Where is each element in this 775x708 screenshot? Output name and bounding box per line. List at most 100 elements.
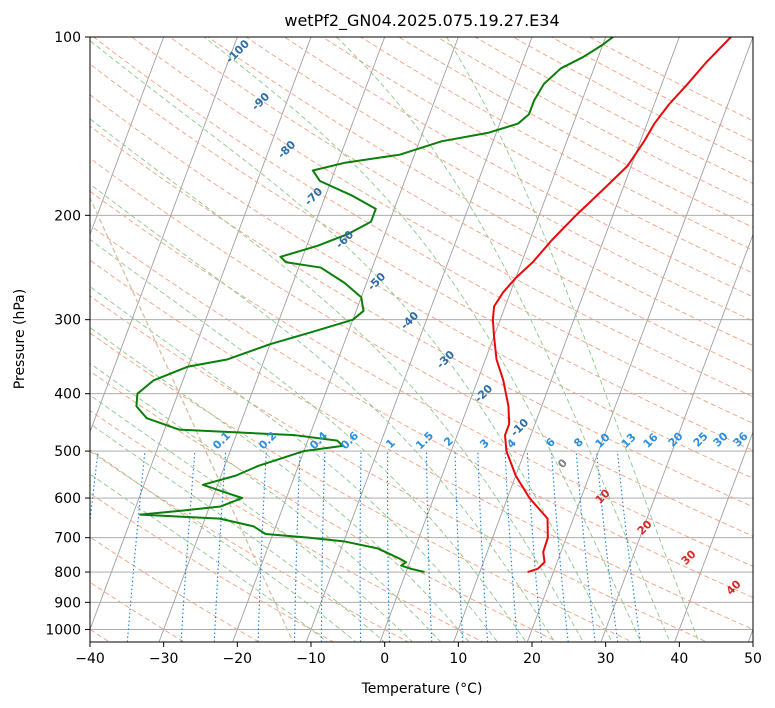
mixing-ratio-line-1.5 [294,451,301,642]
moist-adiabat-30 [90,40,613,642]
dry-adiabat-140 [169,37,753,372]
y-axis-label: Pressure (hPa) [12,289,28,389]
isotherm-10 [453,37,680,642]
dry-adiabat-0 [90,450,410,642]
dry-adiabat--10 [90,492,335,642]
dry-adiabat-110 [90,63,753,451]
isotherm-40 [674,430,753,642]
x-tick-label-50: 50 [744,651,762,667]
x-tick-label--40: −40 [75,651,105,667]
dry-adiabat-label--100: -100 [223,37,252,66]
moist-adiabat-label-10: 10 [593,486,613,506]
dry-adiabat-10 [90,410,484,642]
mixing-ratio-line-1 [257,451,267,642]
x-tick-label--30: −30 [149,651,179,667]
moist-adiabat-6 [90,362,442,642]
y-tick-label-600: 600 [54,491,81,507]
mixing-ratio-label-6: 6 [543,435,558,450]
mixing-ratio-line-25 [575,451,596,642]
moist-adiabat-42 [446,37,700,642]
x-axis-label: Temperature (°C) [361,681,483,697]
dry-adiabat-130 [131,37,753,398]
y-tick-label-900: 900 [54,595,81,611]
moist-adiabat-34 [203,37,642,642]
dry-adiabat-label--40: -40 [398,309,421,332]
mixing-ratio-line-2 [320,451,326,642]
y-axis: 1000 900 800 700 600 500 400 300 200 100 [45,30,90,638]
dry-adiabat-200 [398,37,753,228]
x-tick-label-20: 20 [523,651,541,667]
isotherm-30 [600,233,753,642]
dry-adiabat-label--10: -10 [508,416,531,439]
dry-adiabat-90 [90,125,753,508]
isotherm--20 [232,37,459,642]
mixing-ratio-label-0.6: 0.6 [338,429,361,452]
isotherm--60 [90,37,165,236]
mixing-ratio-label-1.5: 1.5 [413,429,436,452]
moist-adiabat--6 [90,449,357,642]
moist-adiabat-label-30: 30 [679,547,699,567]
mixing-ratio-line-3 [359,451,362,642]
dry-adiabat-160 [245,37,753,322]
moist-adiabat-18 [90,238,527,642]
mixing-ratio-label-13: 13 [619,431,639,451]
mixing-ratio-line-0.6 [213,451,227,642]
mixing-ratio-label-25: 25 [691,430,711,450]
dry-adiabat-40 [90,295,709,642]
isotherm--10 [305,37,533,642]
moist-adiabat-26 [90,118,584,642]
moist-adiabat-38 [336,37,671,642]
y-tick-label-700: 700 [54,531,81,547]
moist-adiabat-label-40: 40 [724,577,744,597]
isotherm--30 [158,37,386,642]
mixing-ratio-label-20: 20 [666,429,686,449]
dry-adiabat-60 [90,224,753,598]
x-tick-label-0: 0 [380,651,389,667]
y-tick-label-100: 100 [54,30,81,46]
mixing-ratio-label-1: 1 [383,436,398,451]
moist-adiabat-22 [90,183,556,642]
dry-adiabat--20 [90,536,260,642]
dry-adiabat-150 [207,37,753,347]
x-tick-label-30: 30 [597,651,615,667]
isotherm-50 [747,628,753,642]
y-tick-label-200: 200 [54,208,81,224]
mixing-ratio-line-10 [477,451,489,642]
dry-adiabat-250 [588,37,753,122]
dry-adiabat-210 [436,37,753,206]
mixing-ratio-line-0.4 [180,451,196,642]
dry-adiabat-label--30: -30 [434,348,457,371]
x-tick-label--10: −10 [296,651,326,667]
x-axis: −40 −30 −20 −10 0 10 20 30 40 50 [75,642,762,667]
isotherm--50 [90,37,238,434]
y-tick-label-500: 500 [54,444,81,460]
moist-adiabat--2 [90,423,385,642]
dry-adiabat-70 [90,190,753,567]
isotherm--40 [90,37,312,631]
mixing-ratio-label-16: 16 [641,430,661,450]
dry-adiabat--30 [90,581,186,642]
mixing-ratio-line-8 [454,451,464,642]
dewpoint-line [135,37,614,574]
x-tick-label-10: 10 [449,651,467,667]
isotherm-0 [379,37,607,642]
mixing-ratio-line-16 [526,451,543,642]
moist-adiabat-label-0: 0 [555,456,570,471]
plot-frame [89,36,754,643]
mixing-ratio-line-6 [425,451,433,642]
plot-area: -100-90-80-70-60-50-40-30-20-10010203040… [90,37,753,642]
mixing-ratio-label-3: 3 [477,436,492,451]
dry-adiabat-label--80: -80 [275,138,298,161]
dry-adiabat-50 [90,259,753,630]
mixing-ratio-label-10: 10 [593,430,613,450]
moist-adiabat-2 [90,394,414,642]
dry-adiabat-80 [90,157,753,537]
chart-title: wetPf2_GN04.2025.075.19.27.E34 [284,11,559,31]
y-tick-label-1000: 1000 [45,622,81,638]
x-tick-label-40: 40 [670,651,688,667]
moist-adiabat-14 [90,286,499,642]
y-tick-label-300: 300 [54,313,81,329]
auxiliary-curve [90,196,294,642]
moist-adiabat--10 [90,473,329,642]
